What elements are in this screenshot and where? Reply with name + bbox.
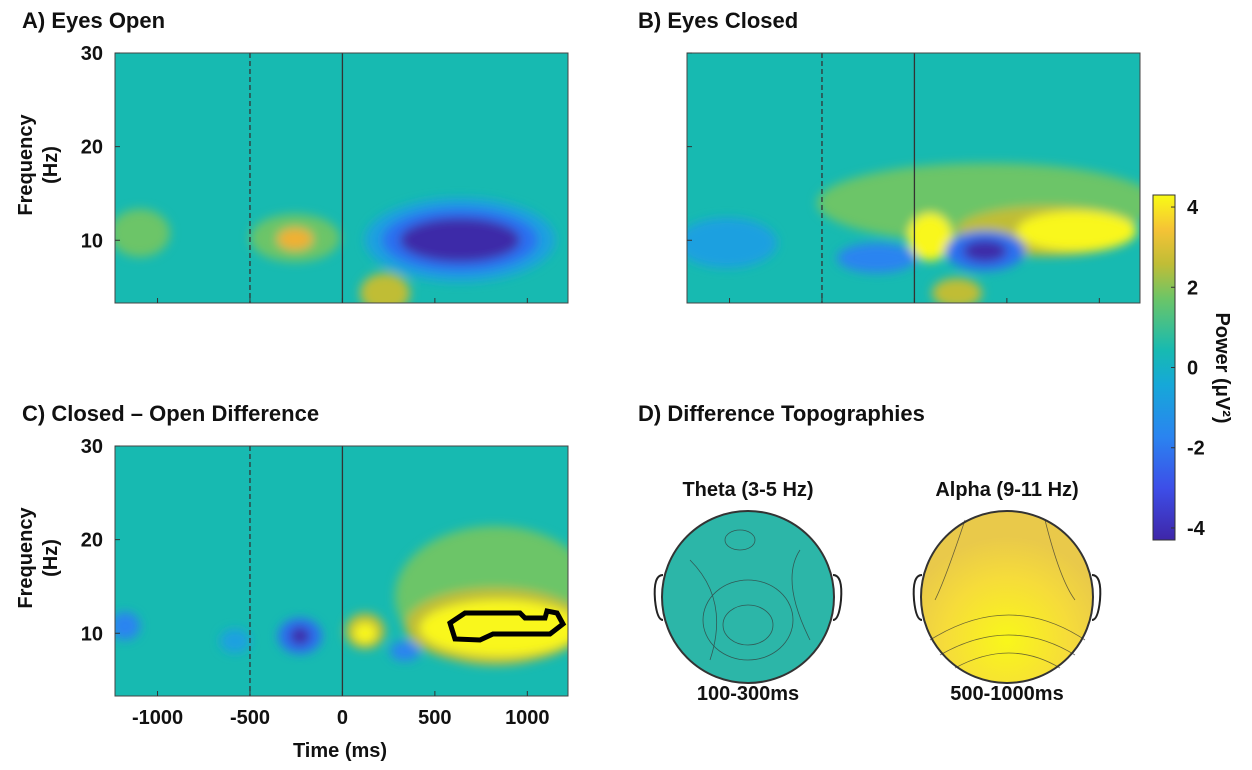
panel-title: A) Eyes Open xyxy=(22,8,165,33)
colorbar-tick-label: 0 xyxy=(1187,358,1198,380)
topo-band: Alpha (9-11 Hz) xyxy=(935,479,1078,501)
topo-window: 500-1000ms xyxy=(950,683,1063,705)
y-tick-label: 30 xyxy=(81,43,103,65)
y-axis-label: Frequency xyxy=(15,114,37,216)
colorbar-tick-label: -4 xyxy=(1187,518,1206,540)
heatmap-c xyxy=(115,446,568,696)
y-tick-label: 20 xyxy=(81,530,103,552)
topo-theta xyxy=(653,510,843,684)
x-tick-label: 0 xyxy=(337,707,348,729)
x-tick-label: 500 xyxy=(418,707,451,729)
heatmap-b xyxy=(687,53,1140,303)
y-tick-label: 10 xyxy=(81,230,103,252)
panel-title: B) Eyes Closed xyxy=(638,8,798,33)
x-tick-label: 1000 xyxy=(505,707,550,729)
plot-frame xyxy=(114,445,569,697)
colorbar-tick-label: 2 xyxy=(1187,277,1198,299)
y-tick-label: 10 xyxy=(81,623,103,645)
x-axis-label: Time (ms) xyxy=(293,740,387,762)
colorbar-tick-label: -2 xyxy=(1187,438,1205,460)
y-tick-label: 30 xyxy=(81,436,103,458)
topo-alpha xyxy=(912,510,1102,684)
y-tick-label: 20 xyxy=(81,137,103,159)
panel-title: D) Difference Topographies xyxy=(638,401,925,426)
panel-title: C) Closed – Open Difference xyxy=(22,401,319,426)
topo-window: 100-300ms xyxy=(697,683,799,705)
colorbar-tick-label: 4 xyxy=(1187,197,1199,219)
y-axis-label: (Hz) xyxy=(40,146,62,184)
significance-contour xyxy=(447,608,567,643)
topo-band: Theta (3-5 Hz) xyxy=(682,479,813,501)
colorbar-label: Power (μV²) xyxy=(1211,312,1233,423)
x-tick-label: -500 xyxy=(230,707,270,729)
x-tick-label: -1000 xyxy=(132,707,183,729)
plot-frame xyxy=(686,52,1141,304)
plot-frame xyxy=(114,52,569,304)
heatmap-a xyxy=(115,53,568,303)
y-axis-label: Frequency xyxy=(15,507,37,609)
y-axis-label: (Hz) xyxy=(40,539,62,577)
